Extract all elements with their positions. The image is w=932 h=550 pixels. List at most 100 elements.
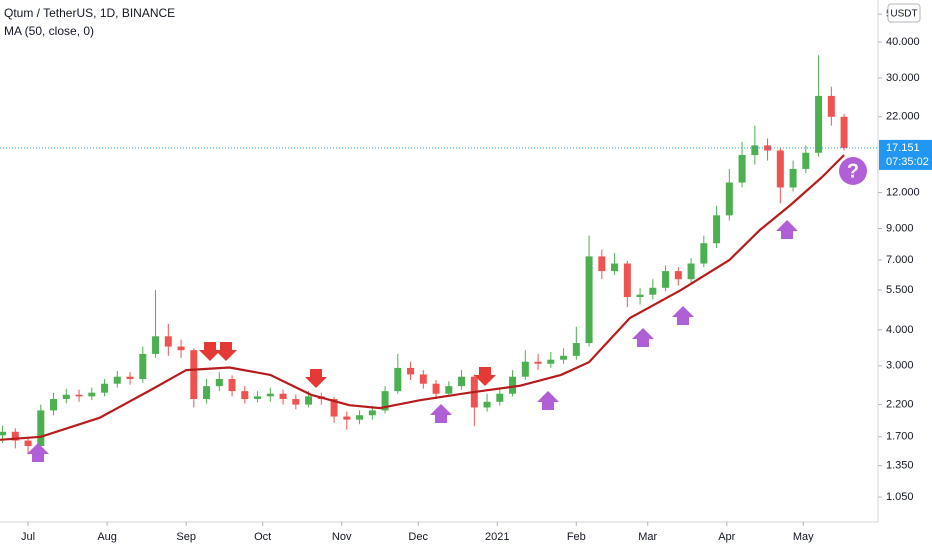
candle-body xyxy=(113,376,121,384)
x-tick-label: Nov xyxy=(332,531,352,543)
candle-body xyxy=(764,145,772,151)
y-tick-label: 3.000 xyxy=(886,360,914,372)
candle-body xyxy=(0,431,7,436)
candle-body xyxy=(496,393,504,402)
x-tick-label: Feb xyxy=(567,531,586,543)
candle-body xyxy=(50,399,58,411)
candle-body xyxy=(419,374,427,384)
candle-body xyxy=(139,353,147,379)
candle-body xyxy=(598,256,606,272)
y-tick-label: 9.000 xyxy=(886,222,914,234)
candle-body xyxy=(789,168,797,188)
down-arrow xyxy=(305,369,327,388)
candle-body xyxy=(521,361,529,377)
candle-body xyxy=(445,386,453,394)
candle-body xyxy=(88,392,96,397)
candle-body xyxy=(802,152,810,169)
candle-body xyxy=(827,95,835,117)
candle-body xyxy=(662,271,670,288)
candle-body xyxy=(305,396,313,405)
candle-body xyxy=(432,383,440,394)
y-tick-label: 1.050 xyxy=(886,491,914,503)
candle-body xyxy=(368,410,376,416)
last-price-box xyxy=(879,139,932,170)
x-tick-label: Aug xyxy=(97,531,117,543)
y-tick-label: 30.000 xyxy=(886,72,920,84)
up-arrow xyxy=(776,220,798,239)
candle-body xyxy=(483,401,491,408)
x-tick-label: Apr xyxy=(718,531,735,543)
x-tick-label: Mar xyxy=(638,531,657,543)
candle-body xyxy=(751,145,759,156)
candle-body xyxy=(343,416,351,420)
x-tick-label: Oct xyxy=(254,531,271,543)
candle-body xyxy=(152,336,160,354)
candle-body xyxy=(241,391,249,400)
candle-body xyxy=(636,294,644,298)
candle-body xyxy=(228,378,236,392)
up-arrow xyxy=(632,328,654,347)
candle-body xyxy=(279,393,287,400)
y-tick-label: 5.500 xyxy=(886,284,914,296)
candle-body xyxy=(840,116,848,148)
indicator-label: MA (50, close, 0) xyxy=(4,24,94,38)
candle-body xyxy=(215,378,223,387)
y-tick-label: 1.350 xyxy=(886,460,914,472)
moving-average xyxy=(0,154,845,441)
y-tick-label: 12.000 xyxy=(886,186,920,198)
currency-label: USDT xyxy=(890,9,917,20)
x-tick-label: Dec xyxy=(408,531,428,543)
candle-body xyxy=(356,415,364,420)
annotations: ? xyxy=(27,157,867,462)
candle-body xyxy=(738,155,746,183)
up-arrow xyxy=(430,404,452,423)
question-badge xyxy=(839,157,867,185)
up-arrow xyxy=(27,443,49,462)
candle-body xyxy=(687,263,695,280)
chart-title: Qtum / TetherUS, 1D, BINANCE xyxy=(4,6,175,20)
candle-body xyxy=(292,399,300,405)
candle-body xyxy=(572,343,580,356)
candle-body xyxy=(203,386,211,400)
candle-body xyxy=(37,410,45,446)
candle-body xyxy=(381,391,389,411)
candle-body xyxy=(75,394,83,397)
up-arrow xyxy=(537,391,559,410)
candle-body xyxy=(509,376,517,394)
candle-body xyxy=(611,263,619,272)
candle-body xyxy=(126,376,134,379)
y-tick-label: 4.000 xyxy=(886,324,914,336)
y-tick-label: 7.000 xyxy=(886,254,914,266)
y-tick-label: 40.000 xyxy=(886,36,920,48)
question-mark: ? xyxy=(847,160,859,182)
candle-body xyxy=(560,355,568,360)
candle-body xyxy=(24,440,32,446)
up-arrow xyxy=(672,306,694,325)
candle-body xyxy=(534,361,542,364)
candle-body xyxy=(190,350,198,400)
candle-body xyxy=(177,346,185,351)
last-price-label: 17.151 xyxy=(886,142,920,154)
candle-body xyxy=(62,394,70,400)
candle-body xyxy=(101,383,109,393)
currency-box xyxy=(887,3,921,23)
x-tick-label: 2021 xyxy=(485,531,509,543)
candle-body xyxy=(700,243,708,264)
candle-body xyxy=(585,256,593,344)
candle-body xyxy=(674,271,682,280)
y-tick-label: 1.700 xyxy=(886,431,914,443)
y-tick-label: 22.000 xyxy=(886,111,920,123)
x-tick-label: Jul xyxy=(21,531,35,543)
candle-body xyxy=(458,376,466,387)
candle-body xyxy=(547,359,555,364)
down-arrow xyxy=(199,342,221,361)
candle-body xyxy=(164,336,172,347)
countdown-label: 07:35:02 xyxy=(886,156,929,168)
candle-body xyxy=(649,287,657,295)
candle-body xyxy=(330,399,338,417)
candle-body xyxy=(266,393,274,397)
candle-body xyxy=(815,95,823,153)
candle-body xyxy=(713,215,721,244)
x-tick-label: May xyxy=(793,531,814,543)
